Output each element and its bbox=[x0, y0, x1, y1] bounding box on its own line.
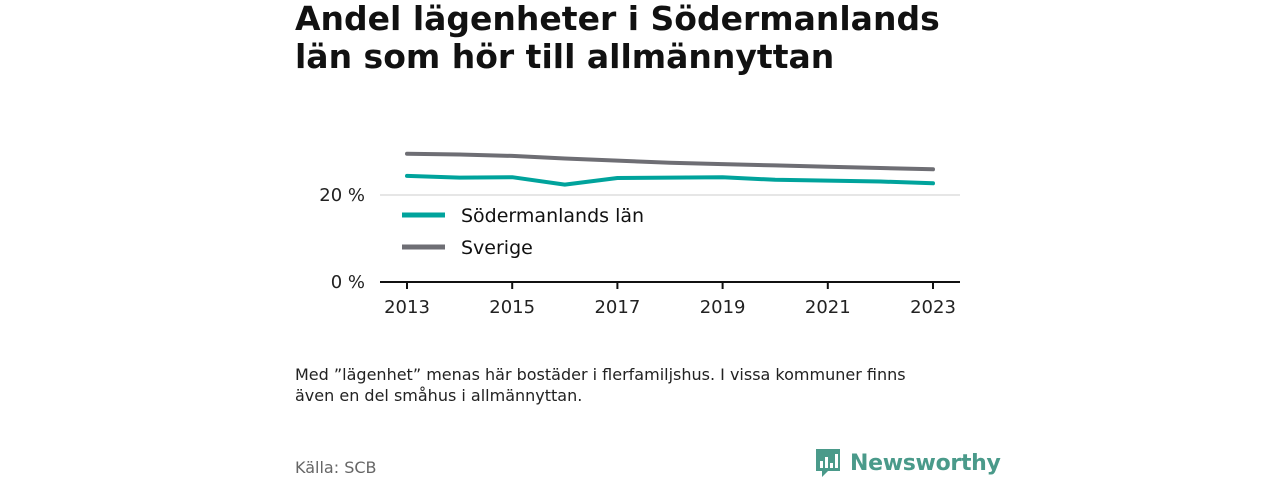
y-tick-label: 20 % bbox=[319, 185, 365, 206]
brand-name: Newsworthy bbox=[850, 450, 1001, 476]
chart-title-line-2: län som hör till allmännyttan bbox=[295, 37, 835, 76]
newsworthy-logo: Newsworthy bbox=[814, 447, 1001, 479]
chart-title-line-1: Andel lägenheter i Södermanlands bbox=[295, 0, 940, 38]
bar-chart-logo-icon bbox=[816, 449, 840, 477]
footnote-line-1: Med ”lägenhet” menas här bostäder i fler… bbox=[295, 365, 906, 384]
chart-title: Andel lägenheter i Södermanlands län som… bbox=[295, 0, 995, 76]
x-tick-label: 2017 bbox=[594, 297, 640, 318]
legend-label: Sverige bbox=[461, 237, 533, 259]
x-tick-label: 2023 bbox=[910, 297, 956, 318]
x-tick-label: 2015 bbox=[489, 297, 535, 318]
legend-label: Södermanlands län bbox=[461, 205, 644, 227]
series-line bbox=[405, 173, 935, 187]
x-tick-label: 2013 bbox=[384, 297, 430, 318]
x-tick-label: 2019 bbox=[700, 297, 746, 318]
y-tick-label: 0 % bbox=[331, 272, 365, 293]
source-label: Källa: SCB bbox=[295, 458, 377, 477]
footnote-line-2: även en del småhus i allmännyttan. bbox=[295, 386, 583, 405]
series-line bbox=[405, 151, 935, 172]
x-tick-label: 2021 bbox=[805, 297, 851, 318]
footnote: Med ”lägenhet” menas här bostäder i fler… bbox=[295, 364, 995, 406]
